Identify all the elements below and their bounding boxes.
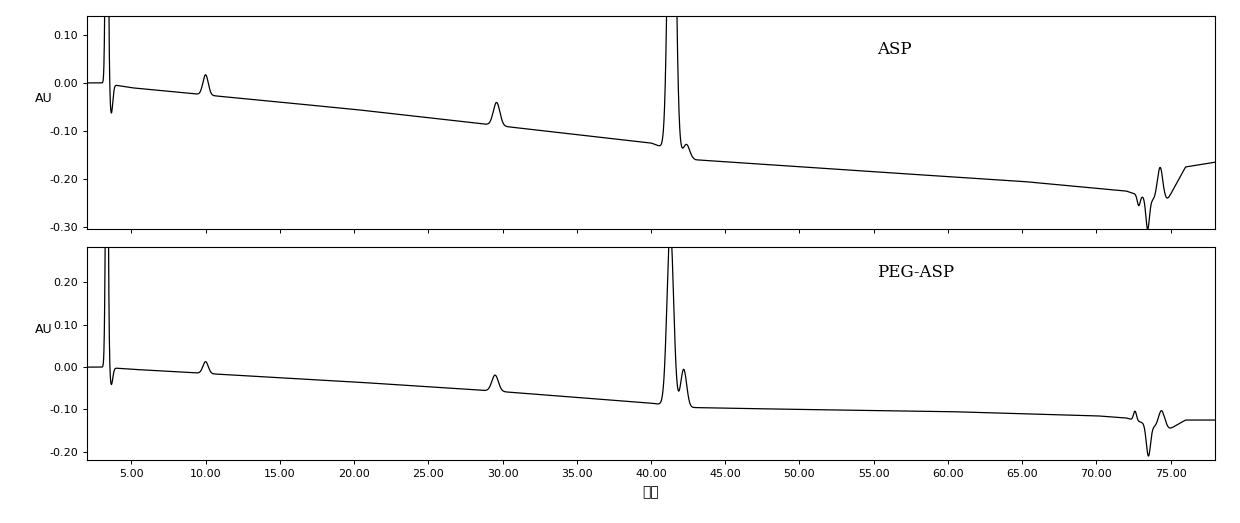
Text: ASP: ASP [877, 41, 911, 59]
Y-axis label: AU: AU [35, 323, 53, 336]
X-axis label: 分钟: 分钟 [642, 485, 660, 499]
Y-axis label: AU: AU [35, 93, 53, 106]
Text: PEG-ASP: PEG-ASP [877, 264, 954, 281]
